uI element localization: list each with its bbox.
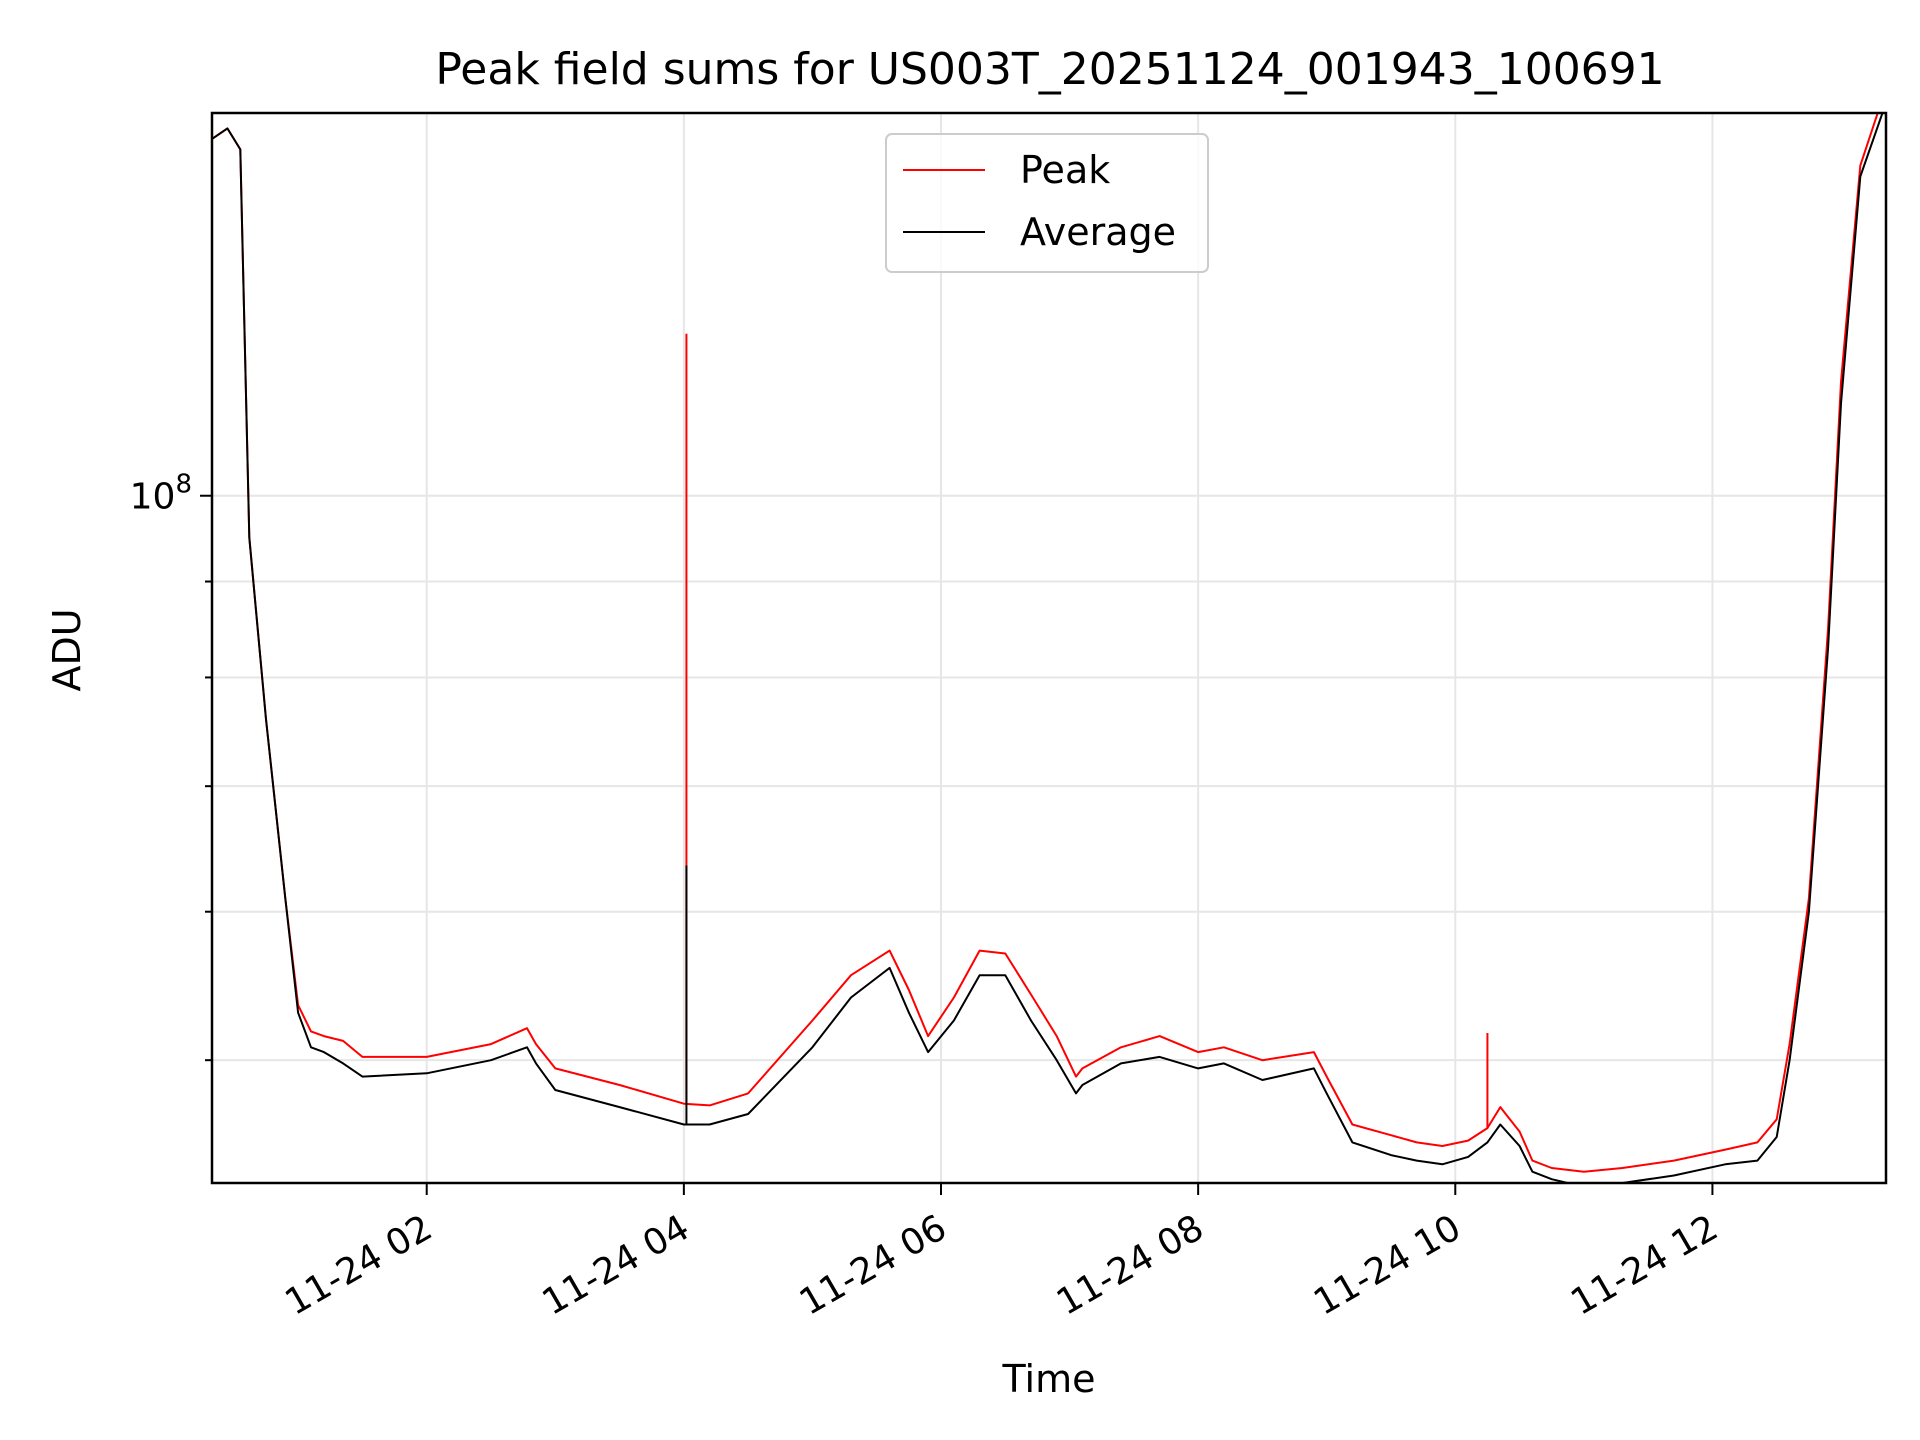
y-axis-label: ADU	[45, 608, 89, 691]
legend: Peak Average	[885, 133, 1209, 273]
y-tick-label: 108	[130, 470, 192, 518]
legend-label-peak: Peak	[1020, 148, 1110, 192]
grid	[212, 113, 1886, 1183]
series-line-peak	[212, 113, 1879, 1173]
plot-lines	[212, 113, 1884, 1183]
legend-label-average: Average	[1020, 210, 1176, 254]
plot-frame	[210, 111, 1888, 1185]
chart-title: Peak field sums for US003T_20251124_0019…	[435, 44, 1664, 95]
series-line-average	[212, 113, 1884, 1183]
x-axis-label: Time	[1002, 1357, 1096, 1401]
legend-box	[885, 133, 1209, 273]
